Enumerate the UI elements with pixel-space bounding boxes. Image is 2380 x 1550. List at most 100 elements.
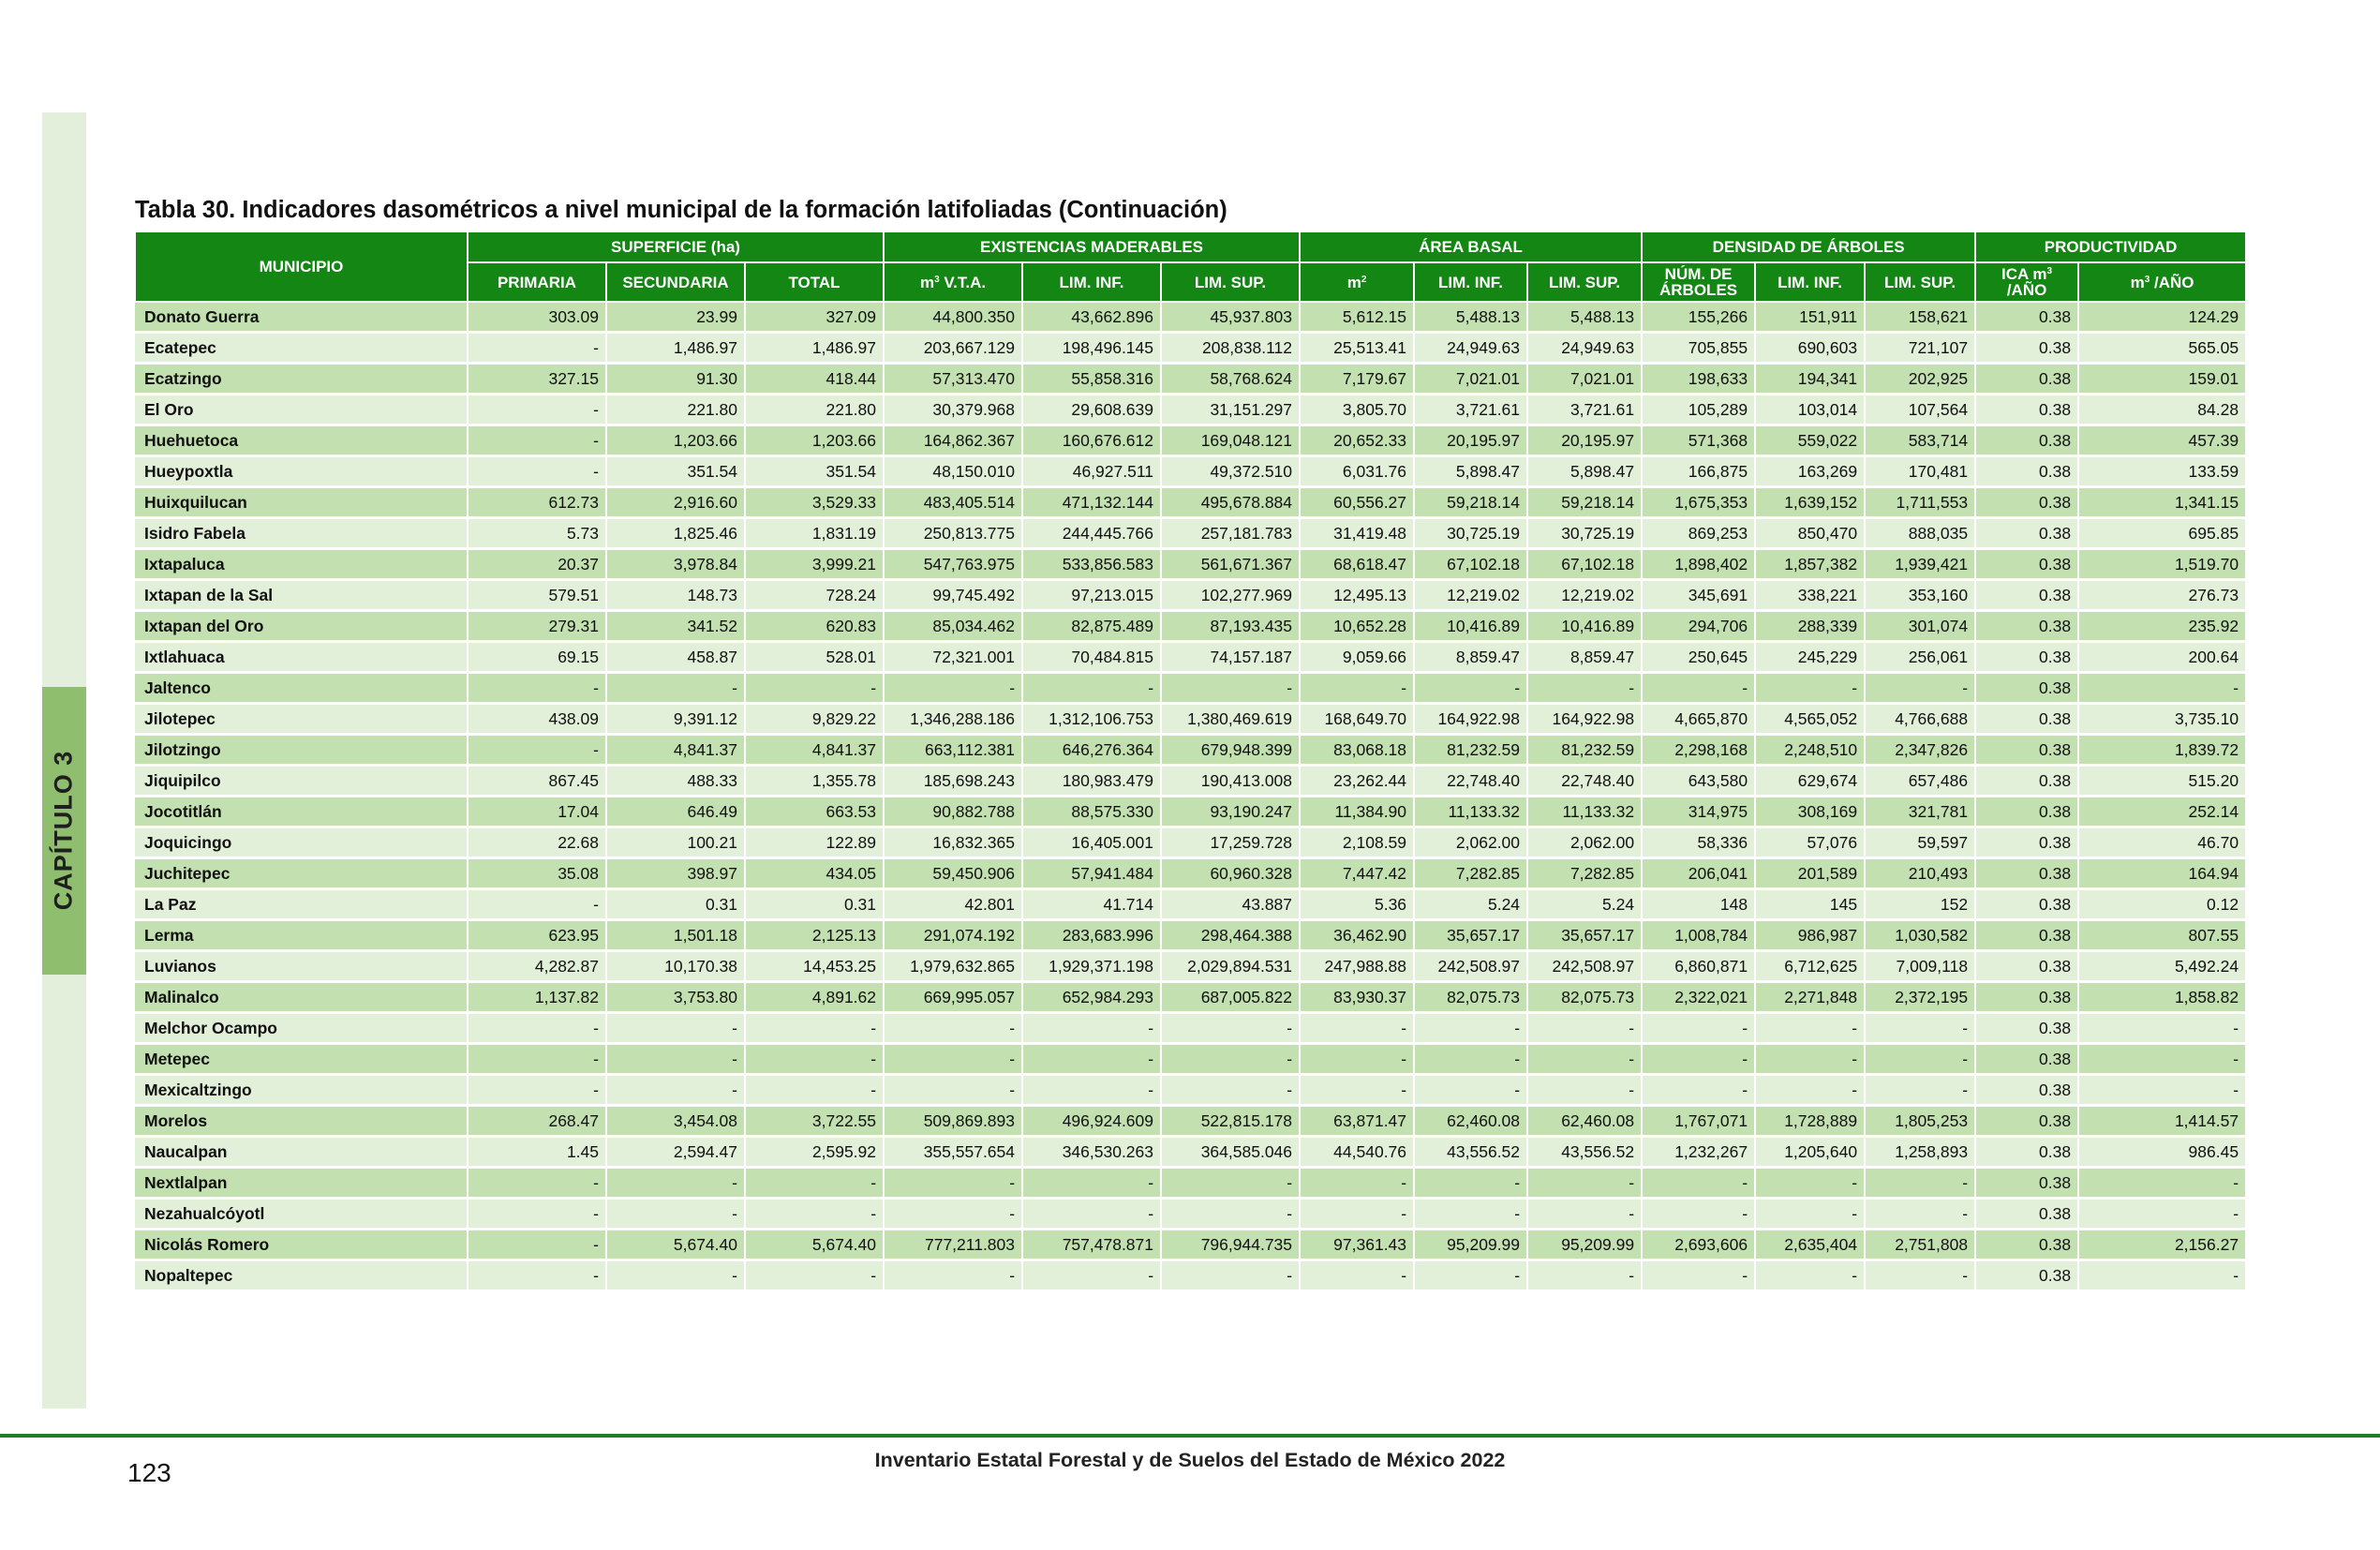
value-cell: 31,151.297 [1161,394,1302,426]
header-superficie: SUPERFICIE (ha) [466,231,885,263]
value-cell: 0.38 [1975,950,2080,983]
value-cell: 1,767,071 [1642,1105,1757,1138]
value-cell: 95,209.99 [1527,1229,1644,1261]
value-cell: 45,937.803 [1161,302,1302,334]
value-cell: 0.38 [1975,888,2080,921]
value-cell: 11,384.90 [1300,796,1416,828]
value-cell: - [1300,1198,1416,1230]
value-cell: 5.24 [1527,888,1644,921]
value-cell: 133.59 [2078,455,2248,488]
value-cell: 81,232.59 [1414,734,1529,767]
value-cell: 200.64 [2078,641,2248,674]
value-cell: 1,825.46 [606,517,746,550]
value-cell: 250,645 [1642,641,1757,674]
value-cell: - [884,1259,1024,1292]
value-cell: - [2078,1198,2248,1230]
value-cell: 180,983.479 [1022,765,1163,797]
value-cell: 7,282.85 [1527,857,1644,890]
value-cell: 0.38 [1975,1012,2080,1045]
value-cell: 151,911 [1755,302,1867,334]
value-cell: 888,035 [1865,517,1977,550]
value-cell: 3,805.70 [1300,394,1416,426]
value-cell: 869,253 [1642,517,1757,550]
value-cell: 84.28 [2078,394,2248,426]
municipio-cell: Ixtapan del Oro [135,610,469,643]
value-cell: 2,029,894.531 [1161,950,1302,983]
table-row: Donato Guerra 303.09 23.99 327.09 44,800.350… [135,302,2248,334]
value-cell: 60,556.27 [1300,486,1416,519]
value-cell: 10,416.89 [1414,610,1529,643]
value-cell: - [1022,672,1163,705]
value-cell: 242,508.97 [1527,950,1644,983]
value-cell: 2,156.27 [2078,1229,2248,1261]
value-cell: 235.92 [2078,610,2248,643]
value-cell: 2,322,021 [1642,981,1757,1014]
value-cell: - [2078,1074,2248,1107]
value-cell: 0.38 [1975,1136,2080,1169]
value-cell: 345,691 [1642,579,1757,612]
value-cell: 14,453.25 [745,950,885,983]
value-cell: 30,725.19 [1527,517,1644,550]
value-cell: 10,170.38 [606,950,746,983]
value-cell: 1,939,421 [1865,548,1977,581]
value-cell: - [1865,1198,1977,1230]
value-cell: 728.24 [745,579,885,612]
value-cell: 163,269 [1755,455,1867,488]
value-cell: 87,193.435 [1161,610,1302,643]
value-cell: - [468,1012,607,1045]
municipio-cell: El Oro [135,394,469,426]
value-cell: 20,195.97 [1414,425,1529,457]
value-cell: 663,112.381 [884,734,1024,767]
value-cell: 0.38 [1975,1259,2080,1292]
value-cell: - [1527,1074,1644,1107]
value-cell: - [884,1012,1024,1045]
value-cell: 46.70 [2078,827,2248,859]
table-row: Ixtlahuaca 69.15 458.87 528.01 72,321.001 70,… [135,641,2248,674]
value-cell: 67,102.18 [1414,548,1529,581]
value-cell: 164.94 [2078,857,2248,890]
table-row: Lerma 623.95 1,501.18 2,125.13 291,074.192 28… [135,919,2248,952]
value-cell: - [468,734,607,767]
value-cell: 346,530.263 [1022,1136,1163,1169]
table-row: El Oro -221.80 221.80 30,379.968 29,608.639 3… [135,394,2248,426]
value-cell: 1,639,152 [1755,486,1867,519]
value-cell: 0.38 [1975,1229,2080,1261]
value-cell: 102,277.969 [1161,579,1302,612]
value-cell: 291,074.192 [884,919,1024,952]
value-cell: 81,232.59 [1527,734,1644,767]
value-cell: 148.73 [606,579,746,612]
municipio-cell: Jocotitlán [135,796,469,828]
value-cell: 629,674 [1755,765,1867,797]
value-cell: 5,492.24 [2078,950,2248,983]
value-cell: 623.95 [468,919,607,952]
value-cell: 2,062.00 [1527,827,1644,859]
value-cell: 242,508.97 [1414,950,1529,983]
value-cell: 4,565,052 [1755,703,1867,736]
value-cell: - [1642,1043,1757,1076]
table-row: Nopaltepec - - - - - - - - - - - -0.38- [135,1259,2248,1292]
value-cell: 0.38 [1975,1043,2080,1076]
value-cell: 10,652.28 [1300,610,1416,643]
value-cell: 35,657.17 [1527,919,1644,952]
value-cell: - [468,1198,607,1230]
value-cell: - [1022,1167,1163,1200]
value-cell: 1,979,632.865 [884,950,1024,983]
value-cell: - [1022,1074,1163,1107]
value-cell: - [468,888,607,921]
value-cell: 7,021.01 [1414,363,1529,395]
value-cell: 0.38 [1975,455,2080,488]
value-cell: - [1755,1043,1867,1076]
value-cell: 221.80 [606,394,746,426]
value-cell: 796,944.735 [1161,1229,1302,1261]
value-cell: 679,948.399 [1161,734,1302,767]
header-total: TOTAL [743,261,885,303]
value-cell: 0.38 [1975,394,2080,426]
value-cell: 8,859.47 [1414,641,1529,674]
value-cell: 515.20 [2078,765,2248,797]
value-cell: 7,282.85 [1414,857,1529,890]
value-cell: - [1161,1012,1302,1045]
value-cell: 7,021.01 [1527,363,1644,395]
value-cell: - [1642,1074,1757,1107]
value-cell: 646.49 [606,796,746,828]
value-cell: 1,030,582 [1865,919,1977,952]
